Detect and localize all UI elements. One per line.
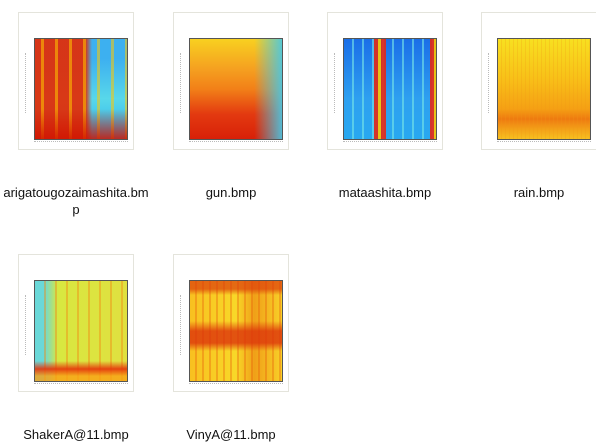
thumbnail — [18, 12, 134, 150]
thumbnail — [173, 12, 289, 150]
file-name: gun.bmp — [156, 184, 306, 201]
file-name: VinyA@11.bmp — [156, 426, 306, 443]
file-name: arigatougozaimashita.bmp — [1, 184, 151, 218]
thumbnail — [173, 254, 289, 392]
thumbnail — [18, 254, 134, 392]
thumbnail — [327, 12, 443, 150]
file-name: ShakerA@11.bmp — [1, 426, 151, 443]
file-name: rain.bmp — [464, 184, 596, 201]
thumbnail — [481, 12, 596, 150]
file-browser: arigatougozaimashita.bmp gun.bmp mataash… — [0, 0, 596, 446]
file-name: mataashita.bmp — [310, 184, 460, 201]
